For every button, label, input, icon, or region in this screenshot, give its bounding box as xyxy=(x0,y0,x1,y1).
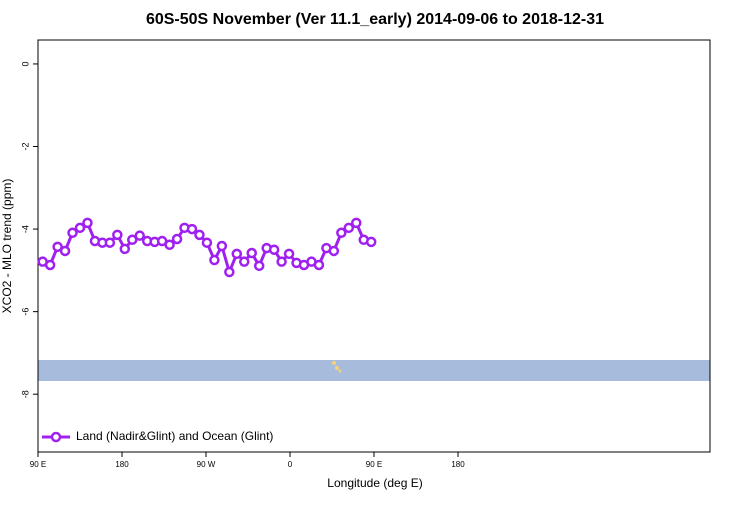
legend: Land (Nadir&Glint) and Ocean (Glint) xyxy=(42,429,273,443)
y-tick-label: -4 xyxy=(20,225,30,233)
point xyxy=(276,256,287,267)
point xyxy=(186,223,198,235)
chart-title: 60S-50S November (Ver 11.1_early) 2014-0… xyxy=(146,11,604,28)
point xyxy=(268,244,280,255)
point xyxy=(171,233,183,245)
x-tick-label: 180 xyxy=(451,460,465,469)
legend-label: Land (Nadir&Glint) and Ocean (Glint) xyxy=(76,429,273,443)
point xyxy=(231,248,243,260)
point xyxy=(127,234,138,246)
x-axis-label: Longitude (deg E) xyxy=(327,476,422,490)
point xyxy=(82,217,93,229)
point xyxy=(328,245,340,257)
point xyxy=(365,236,377,248)
point xyxy=(343,222,355,234)
point xyxy=(104,237,116,248)
y-tick-label: 0 xyxy=(20,61,30,66)
point xyxy=(253,260,265,272)
point xyxy=(67,227,78,239)
point xyxy=(119,243,131,255)
y-tick-label: -6 xyxy=(20,308,30,316)
x-tick-label: 180 xyxy=(115,460,129,469)
point xyxy=(74,222,86,234)
point xyxy=(246,247,257,259)
land-dot xyxy=(332,361,336,365)
legend-marker xyxy=(50,431,62,443)
point xyxy=(201,237,213,248)
point xyxy=(164,239,175,251)
land-dot xyxy=(338,369,342,373)
y-tick-label: -2 xyxy=(20,143,30,151)
point xyxy=(209,254,220,266)
point xyxy=(351,217,362,229)
point xyxy=(239,256,250,267)
point xyxy=(52,241,63,253)
point xyxy=(283,248,295,260)
point xyxy=(44,259,56,271)
x-tick-label: 90 E xyxy=(366,460,382,469)
point xyxy=(194,229,205,241)
point xyxy=(112,229,123,241)
y-axis-label: XCO2 - MLO trend (ppm) xyxy=(0,179,14,314)
point xyxy=(313,259,325,271)
y-tick-label: -8 xyxy=(20,390,30,398)
map-band xyxy=(38,360,710,381)
point xyxy=(224,266,235,278)
point xyxy=(336,227,347,239)
land-dot xyxy=(335,366,339,370)
x-tick-label: 90 W xyxy=(197,460,216,469)
x-tick-label: 90 E xyxy=(30,460,46,469)
point xyxy=(59,245,71,257)
point xyxy=(216,240,228,252)
point xyxy=(134,230,145,241)
x-tick-label: 0 xyxy=(288,460,293,469)
